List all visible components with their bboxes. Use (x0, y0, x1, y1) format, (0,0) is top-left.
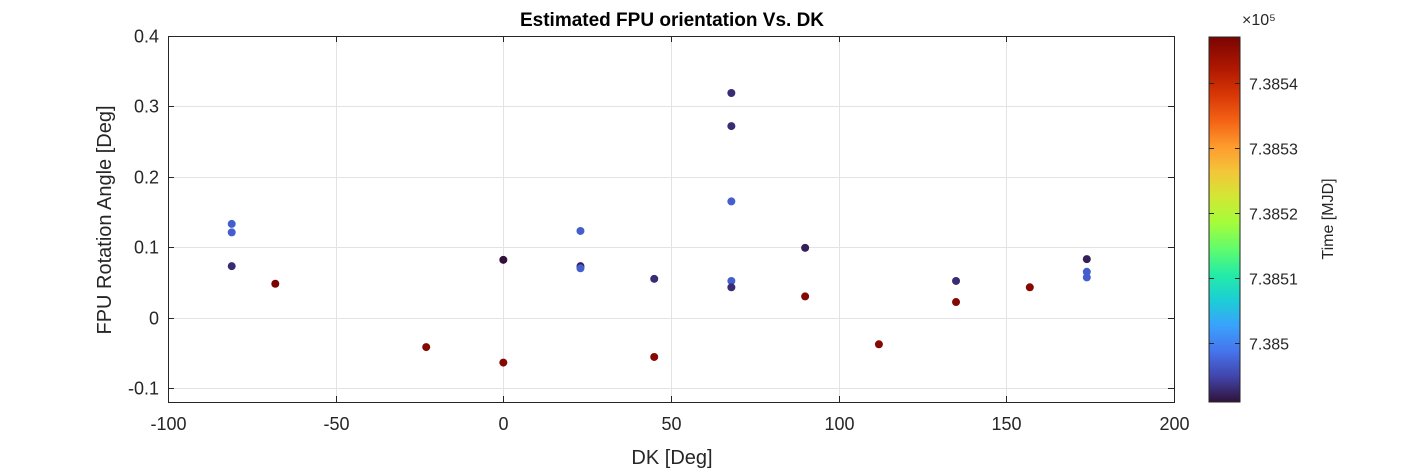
colorbar (1208, 36, 1241, 403)
data-point (227, 262, 236, 271)
grid (168, 36, 1174, 402)
x-tick-label: 200 (1159, 414, 1189, 434)
colorbar-tick-label: 7.3852 (1249, 207, 1298, 224)
data-point (271, 279, 280, 288)
data-point (650, 274, 659, 283)
data-point (576, 226, 585, 235)
data-points (227, 89, 1091, 367)
colorbar-exponent-label: ×10⁵ (1242, 12, 1276, 29)
data-point (1082, 267, 1091, 276)
data-point (727, 122, 736, 131)
data-point (801, 243, 810, 252)
x-tick-label: -50 (323, 414, 349, 434)
y-tick-label: 0.2 (134, 168, 159, 188)
x-axis-label: DK [Deg] (631, 447, 712, 469)
data-point (422, 343, 431, 352)
plot-frame (168, 36, 1175, 403)
colorbar-tick-label: 7.3854 (1249, 77, 1298, 94)
data-point (874, 340, 883, 349)
x-tick-label: 50 (661, 414, 681, 434)
y-tick-label: 0.4 (134, 27, 159, 47)
colorbar-tick-label: 7.385 (1249, 337, 1289, 354)
data-point (227, 219, 236, 228)
colorbar-ticks: 7.385 7.3851 7.3852 7.3853 7.3854 (1209, 77, 1298, 354)
data-point (727, 283, 736, 292)
data-point (499, 358, 508, 367)
data-point (727, 276, 736, 285)
y-tick-label: 0.3 (134, 97, 159, 117)
x-tick-label: 0 (498, 414, 508, 434)
y-axis-ticks: -0.1 0 0.1 0.2 0.3 0.4 (128, 27, 1174, 399)
data-point (727, 197, 736, 206)
data-point (227, 228, 236, 237)
x-tick-label: 100 (824, 414, 854, 434)
y-axis-label: FPU Rotation Angle [Deg] (94, 105, 116, 334)
x-axis-ticks: -100 -50 0 50 100 150 200 (150, 36, 1190, 434)
colorbar-tick-label: 7.3853 (1249, 142, 1298, 159)
colorbar-label: Time [MJD] (1320, 178, 1337, 259)
y-tick-label: 0.1 (134, 238, 159, 258)
data-point (499, 255, 508, 264)
x-tick-label: 150 (991, 414, 1021, 434)
x-tick-label: -100 (150, 414, 186, 434)
data-point (727, 89, 736, 98)
data-point (801, 292, 810, 301)
data-point (1082, 255, 1091, 264)
data-point (952, 298, 961, 307)
y-tick-label: 0 (149, 309, 159, 329)
data-point (952, 276, 961, 285)
data-point (576, 264, 585, 273)
data-point (650, 352, 659, 361)
data-point (1025, 283, 1034, 292)
data-point (1082, 273, 1091, 282)
colorbar-tick-label: 7.3851 (1249, 272, 1298, 289)
y-tick-label: -0.1 (128, 379, 159, 399)
chart-title: Estimated FPU orientation Vs. DK (520, 10, 824, 31)
